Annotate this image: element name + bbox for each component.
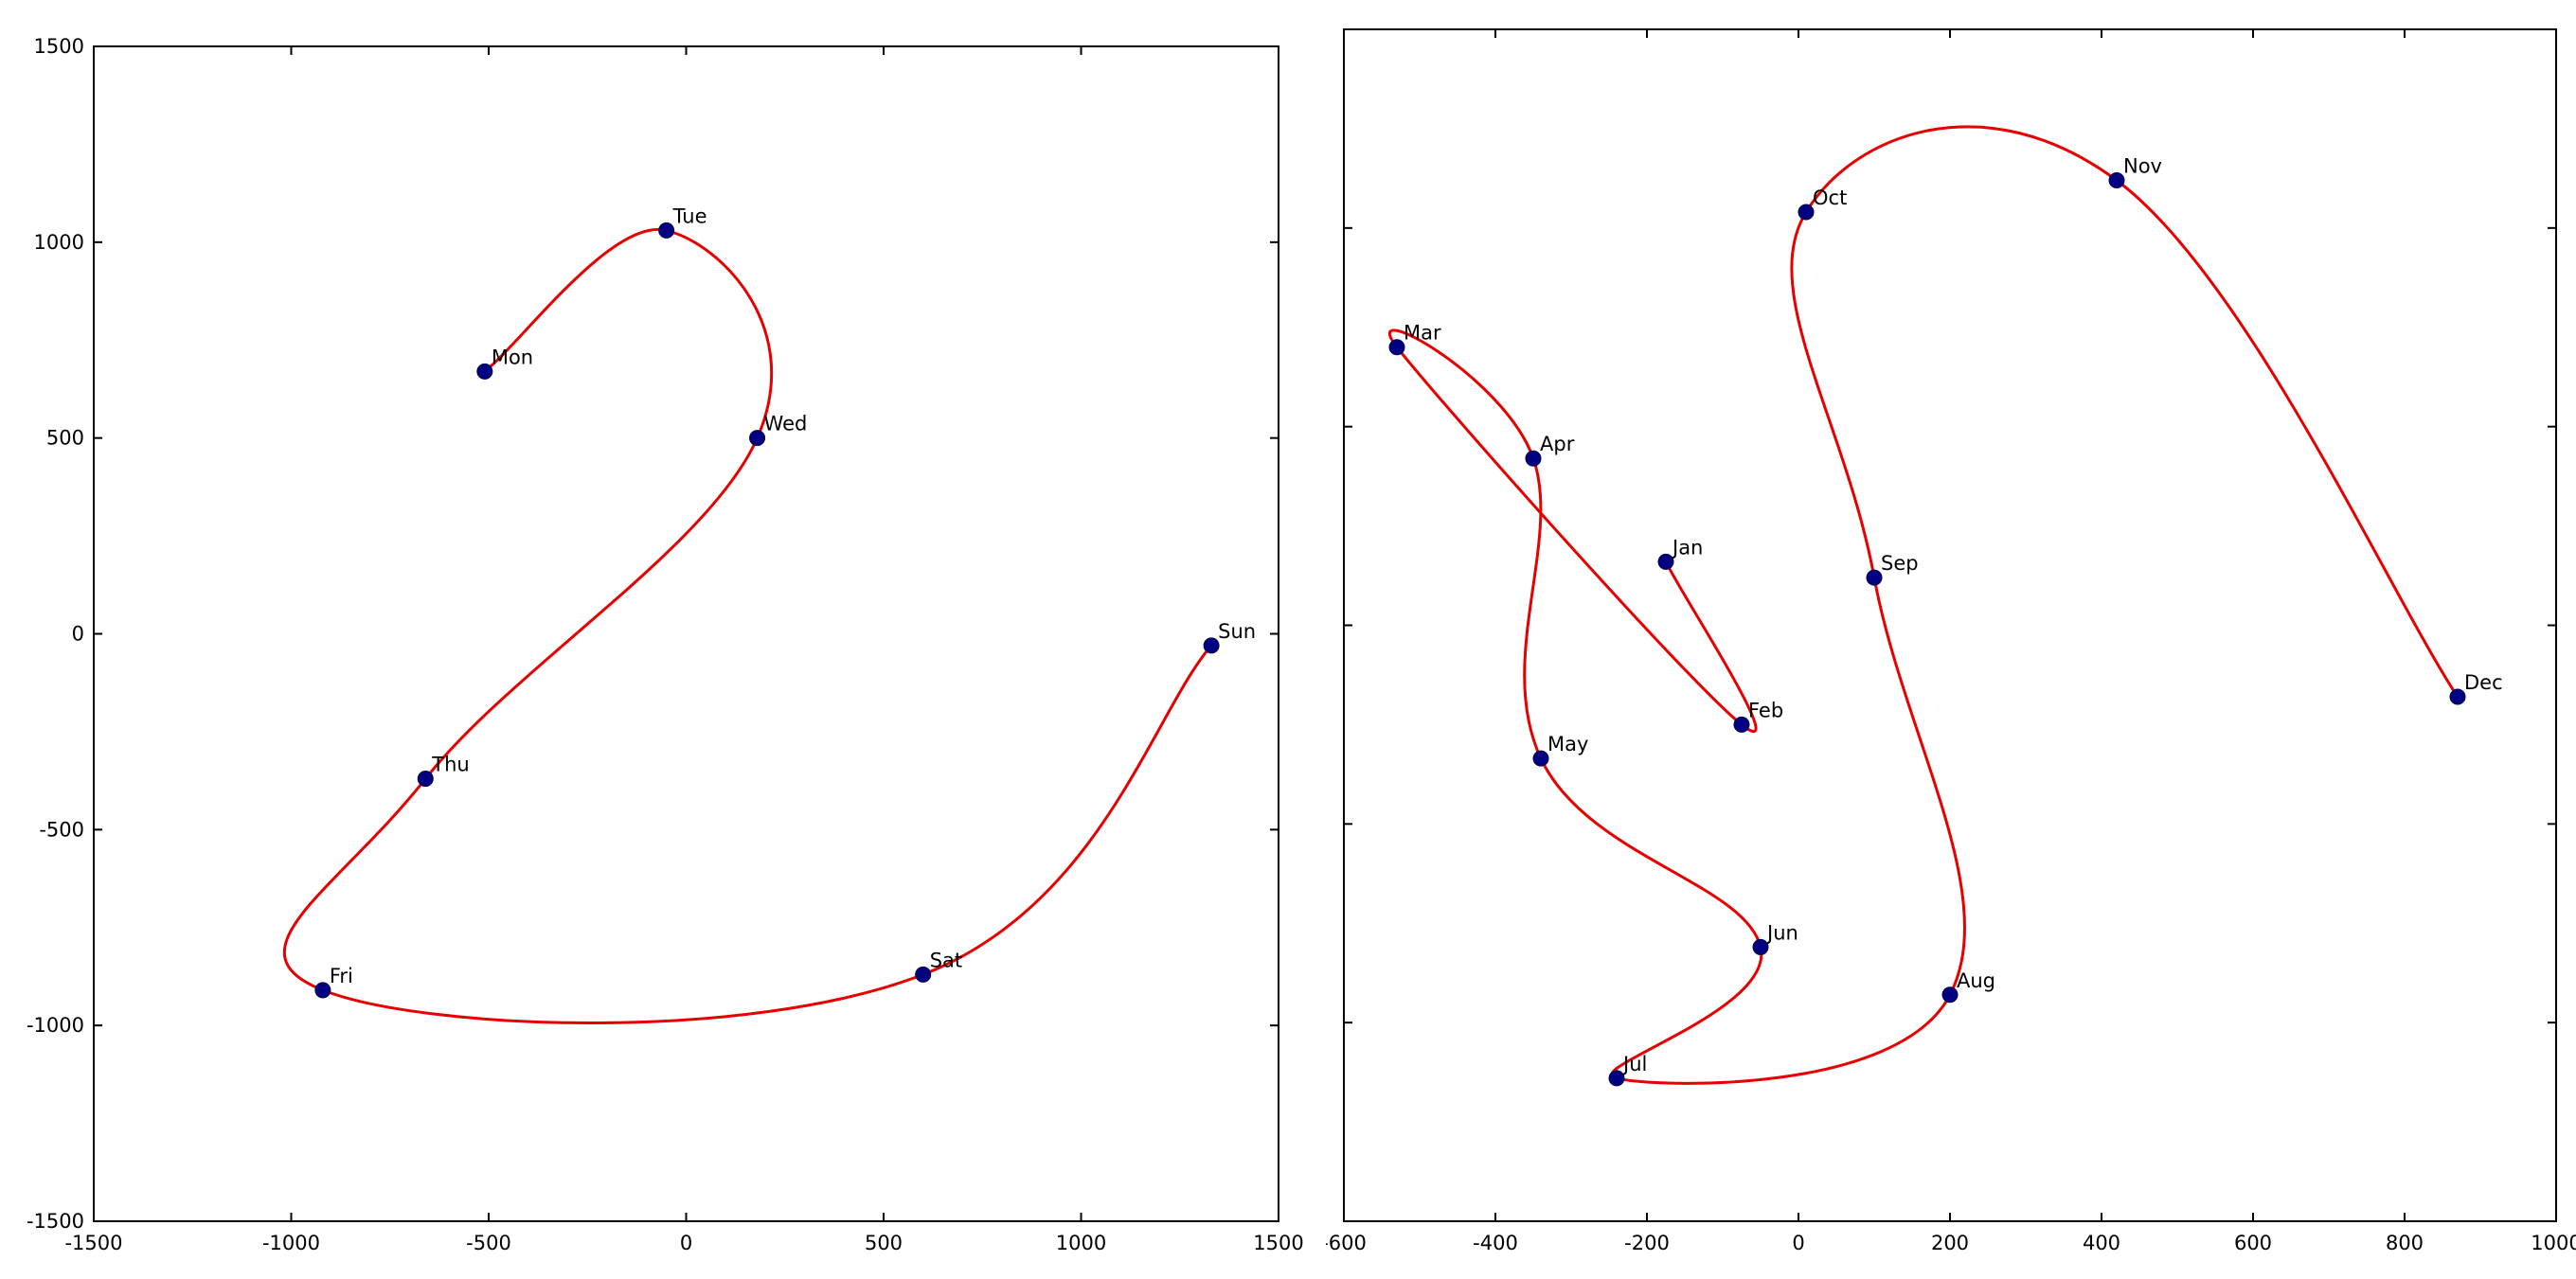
point-label-sun: Sun bbox=[1218, 620, 1256, 643]
axes-frame bbox=[93, 45, 1279, 1222]
data-point-jun bbox=[1752, 938, 1769, 955]
point-label-feb: Feb bbox=[1748, 699, 1783, 721]
point-label-jan: Jan bbox=[1671, 536, 1703, 559]
data-point-mar bbox=[1388, 339, 1405, 356]
data-point-oct bbox=[1798, 204, 1815, 221]
data-point-apr bbox=[1525, 450, 1542, 467]
axes-frame bbox=[1343, 28, 2557, 1222]
point-label-may: May bbox=[1547, 733, 1588, 755]
x-tick-label: 600 bbox=[2234, 1232, 2272, 1254]
point-label-sep: Sep bbox=[1881, 552, 1919, 575]
spline-curve bbox=[283, 227, 1213, 1024]
data-point-sep bbox=[1866, 569, 1883, 586]
point-label-fri: Fri bbox=[330, 965, 353, 987]
weekday-spline-plot: -1500 -1000 -500 0 500 1000 1500 -1500 -1000 -500… bbox=[27, 35, 1304, 1254]
point-label-jul: Jul bbox=[1621, 1053, 1647, 1075]
data-point-jan bbox=[1657, 553, 1674, 570]
point-label-apr: Apr bbox=[1540, 433, 1575, 455]
data-point-jul bbox=[1608, 1070, 1625, 1087]
x-tick-label: -500 bbox=[466, 1232, 511, 1254]
data-point-may bbox=[1532, 750, 1549, 767]
point-label-aug: Aug bbox=[1957, 969, 1995, 992]
y-tick-label: -1500 bbox=[27, 1210, 84, 1233]
x-tick-label: 400 bbox=[2083, 1232, 2120, 1254]
x-tick-label: 1500 bbox=[1253, 1232, 1303, 1254]
x-tick-label: -1500 bbox=[64, 1232, 122, 1254]
point-label-mon: Mon bbox=[492, 346, 533, 368]
y-tick-label: 1000 bbox=[34, 231, 84, 254]
data-point-thu bbox=[417, 771, 434, 788]
x-tick-label: -1000 bbox=[262, 1232, 320, 1254]
x-tick-label: -200 bbox=[1624, 1232, 1670, 1254]
data-point-sun bbox=[1203, 637, 1220, 654]
data-point-fri bbox=[314, 982, 331, 999]
y-tick-label: 0 bbox=[72, 623, 84, 646]
y-tick-label: -500 bbox=[39, 818, 84, 841]
x-tick-label: 0 bbox=[680, 1232, 692, 1254]
x-tick-label: 1000 bbox=[2531, 1232, 2576, 1254]
spline-curve bbox=[1387, 125, 2460, 1085]
y-tick-label: 500 bbox=[46, 427, 84, 450]
data-point-mon bbox=[476, 363, 493, 380]
data-point-tue bbox=[658, 222, 675, 239]
data-point-wed bbox=[749, 430, 766, 447]
x-tick-label: -600 bbox=[1326, 1232, 1367, 1254]
x-tick-label: 1000 bbox=[1056, 1232, 1106, 1254]
point-label-mar: Mar bbox=[1404, 322, 1441, 345]
data-point-feb bbox=[1733, 716, 1750, 733]
y-tick-label: -1000 bbox=[27, 1014, 84, 1037]
data-point-dec bbox=[2449, 688, 2466, 705]
point-label-tue: Tue bbox=[672, 204, 707, 227]
point-label-nov: Nov bbox=[2123, 154, 2162, 177]
x-tick-label: 500 bbox=[865, 1232, 903, 1254]
y-tick-label: 1500 bbox=[34, 35, 84, 58]
x-tick-label: -400 bbox=[1473, 1232, 1518, 1254]
point-label-wed: Wed bbox=[764, 413, 808, 435]
point-label-jun: Jun bbox=[1765, 921, 1798, 944]
x-tick-label: 0 bbox=[1792, 1232, 1804, 1254]
x-tick-label: 800 bbox=[2386, 1232, 2424, 1254]
point-label-sat: Sat bbox=[930, 949, 962, 971]
data-point-aug bbox=[1941, 986, 1959, 1004]
x-tick-label: 200 bbox=[1931, 1232, 1969, 1254]
point-label-dec: Dec bbox=[2464, 671, 2503, 694]
data-point-sat bbox=[915, 966, 932, 983]
month-spline-plot: -600 -400 -200 0 200 400 600 800 1000 Jan Feb Mar Ap… bbox=[1326, 28, 2576, 1254]
point-label-thu: Thu bbox=[431, 754, 469, 776]
point-label-oct: Oct bbox=[1813, 187, 1847, 209]
data-point-nov bbox=[2108, 171, 2125, 188]
